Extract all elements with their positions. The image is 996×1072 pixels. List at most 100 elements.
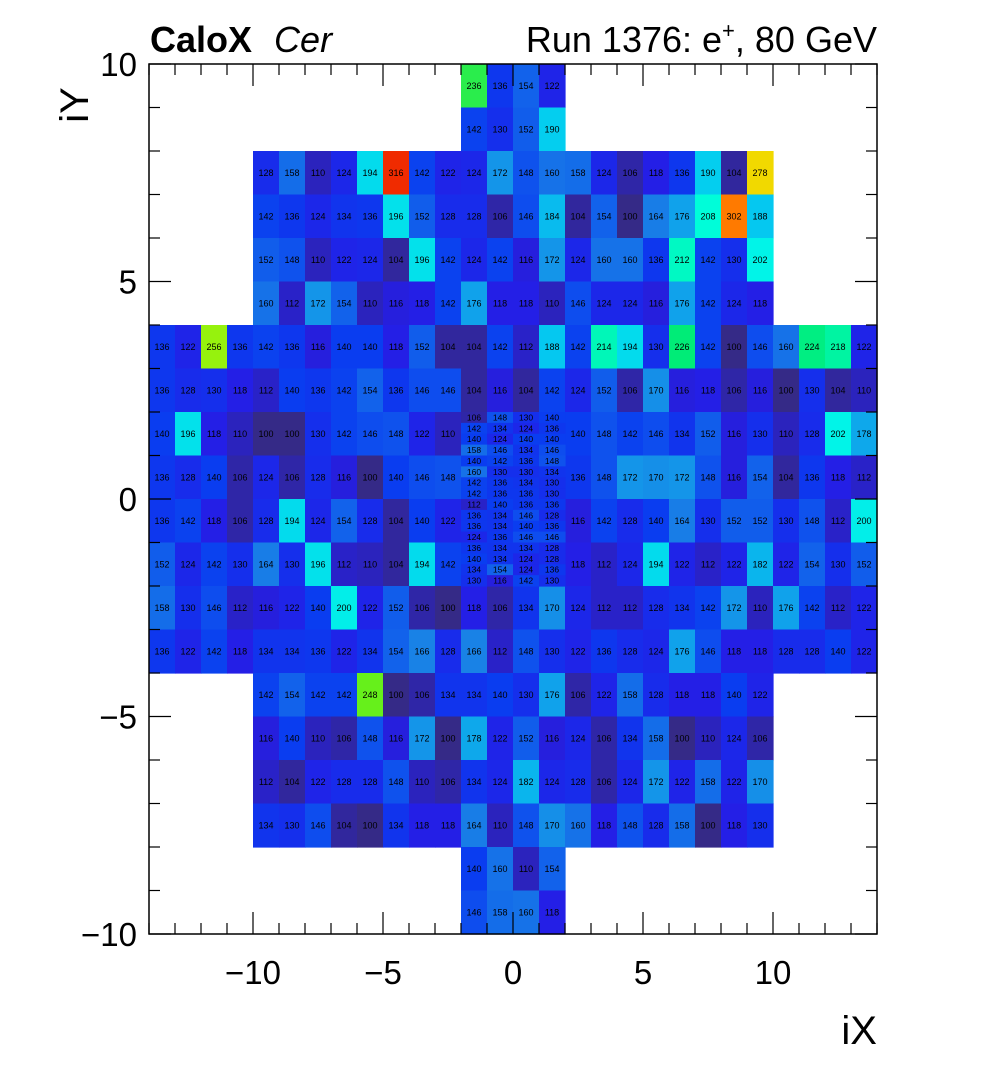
heatmap-cell — [721, 586, 748, 631]
heatmap-cell — [669, 368, 696, 413]
heatmap-cell — [513, 107, 540, 152]
cell-label: 122 — [856, 603, 871, 613]
heatmap-cell — [487, 673, 514, 718]
cell-label: 124 — [519, 565, 533, 575]
cell-label: 128 — [778, 646, 793, 656]
cell-label: 172 — [492, 168, 507, 178]
heatmap-cell — [539, 455, 566, 467]
heatmap-cell — [669, 151, 696, 196]
cell-label: 146 — [648, 429, 663, 439]
heatmap-cell — [461, 107, 488, 152]
heatmap-cell — [591, 760, 618, 805]
heatmap-cell — [747, 760, 774, 805]
cell-label: 112 — [285, 298, 299, 308]
cell-label: 118 — [727, 646, 741, 656]
cell-label: 136 — [545, 499, 559, 509]
heatmap-cell — [565, 499, 592, 544]
cell-label: 112 — [259, 777, 273, 787]
heatmap-cell — [721, 238, 748, 283]
heatmap-cell — [617, 281, 644, 326]
heatmap-cell — [461, 325, 488, 370]
heatmap-cell — [409, 629, 436, 674]
cell-label: 130 — [648, 342, 663, 352]
cell-label: 134 — [284, 646, 299, 656]
cell-label: 128 — [310, 472, 325, 482]
heatmap-cell — [539, 531, 566, 544]
heatmap-cell — [383, 586, 410, 631]
heatmap-cell — [773, 325, 800, 370]
cell-label: 104 — [570, 211, 585, 221]
heatmap-cell — [851, 455, 878, 500]
cell-label: 178 — [856, 429, 871, 439]
heatmap-cell — [747, 673, 774, 718]
heatmap-cell — [487, 499, 514, 511]
cell-label: 112 — [337, 559, 351, 569]
heatmap-cell — [643, 499, 670, 544]
cell-label: 142 — [310, 690, 325, 700]
cell-label: 110 — [753, 603, 767, 613]
cell-label: 110 — [441, 429, 455, 439]
cell-label: 316 — [388, 168, 403, 178]
cell-label: 110 — [545, 298, 559, 308]
cell-label: 190 — [700, 168, 715, 178]
heatmap-cell — [175, 368, 202, 413]
heatmap-cell — [487, 477, 514, 489]
cell-label: 136 — [545, 521, 559, 531]
heatmap-cell — [643, 760, 670, 805]
x-axis-label: iX — [841, 1009, 877, 1053]
heatmap-cell — [825, 629, 852, 674]
cell-label: 130 — [545, 489, 559, 499]
heatmap-cell — [253, 455, 280, 500]
cell-label: 130 — [545, 478, 559, 488]
cell-label: 152 — [700, 429, 715, 439]
chart-title: CaloX Cer — [150, 19, 334, 60]
cell-label: 122 — [726, 559, 741, 569]
cell-label: 146 — [362, 429, 377, 439]
cell-label: 170 — [544, 820, 559, 830]
cell-label: 134 — [466, 777, 481, 787]
y-tick-label: 10 — [100, 46, 137, 83]
cell-label: 146 — [440, 385, 455, 395]
cell-label: 142 — [336, 429, 351, 439]
heatmap-cell — [409, 542, 436, 587]
cell-label: 122 — [726, 777, 741, 787]
heatmap-cell — [513, 422, 540, 435]
cell-label: 196 — [180, 429, 195, 439]
heatmap-cell — [513, 194, 540, 239]
cell-label: 152 — [388, 603, 403, 613]
cell-label: 134 — [466, 690, 481, 700]
cell-label: 122 — [856, 646, 871, 656]
cell-label: 160 — [596, 255, 611, 265]
cell-label: 140 — [388, 472, 403, 482]
heatmap-cell — [539, 281, 566, 326]
cell-label: 136 — [154, 646, 169, 656]
heatmap-cell — [591, 803, 618, 848]
cell-label: 194 — [648, 559, 663, 569]
heatmap-cell — [409, 760, 436, 805]
cell-label: 142 — [493, 456, 507, 466]
heatmap-cell — [747, 542, 774, 587]
cell-label: 136 — [493, 532, 507, 542]
heatmap-cell — [591, 368, 618, 413]
cell-label: 146 — [414, 472, 429, 482]
cell-label: 172 — [674, 472, 689, 482]
heatmap-cell — [253, 803, 280, 848]
heatmap-cell — [513, 629, 540, 674]
cell-label: 128 — [258, 168, 273, 178]
cell-label: 134 — [674, 603, 689, 613]
cell-label: 110 — [311, 168, 325, 178]
heatmap-cell — [669, 325, 696, 370]
cell-label: 122 — [752, 690, 767, 700]
cell-label: 116 — [675, 385, 689, 395]
cell-label: 148 — [622, 820, 637, 830]
heatmap-cell — [695, 238, 722, 283]
run-label: Run 1376: e+, 80 GeV — [526, 18, 877, 60]
heatmap-cell — [539, 673, 566, 718]
heatmap-cell — [539, 194, 566, 239]
heatmap-cell — [513, 433, 540, 446]
heatmap-cell — [253, 194, 280, 239]
cell-label: 112 — [259, 385, 273, 395]
heatmap-cell — [227, 412, 254, 457]
heatmap-cell — [565, 325, 592, 370]
heatmap-cell — [513, 368, 540, 413]
